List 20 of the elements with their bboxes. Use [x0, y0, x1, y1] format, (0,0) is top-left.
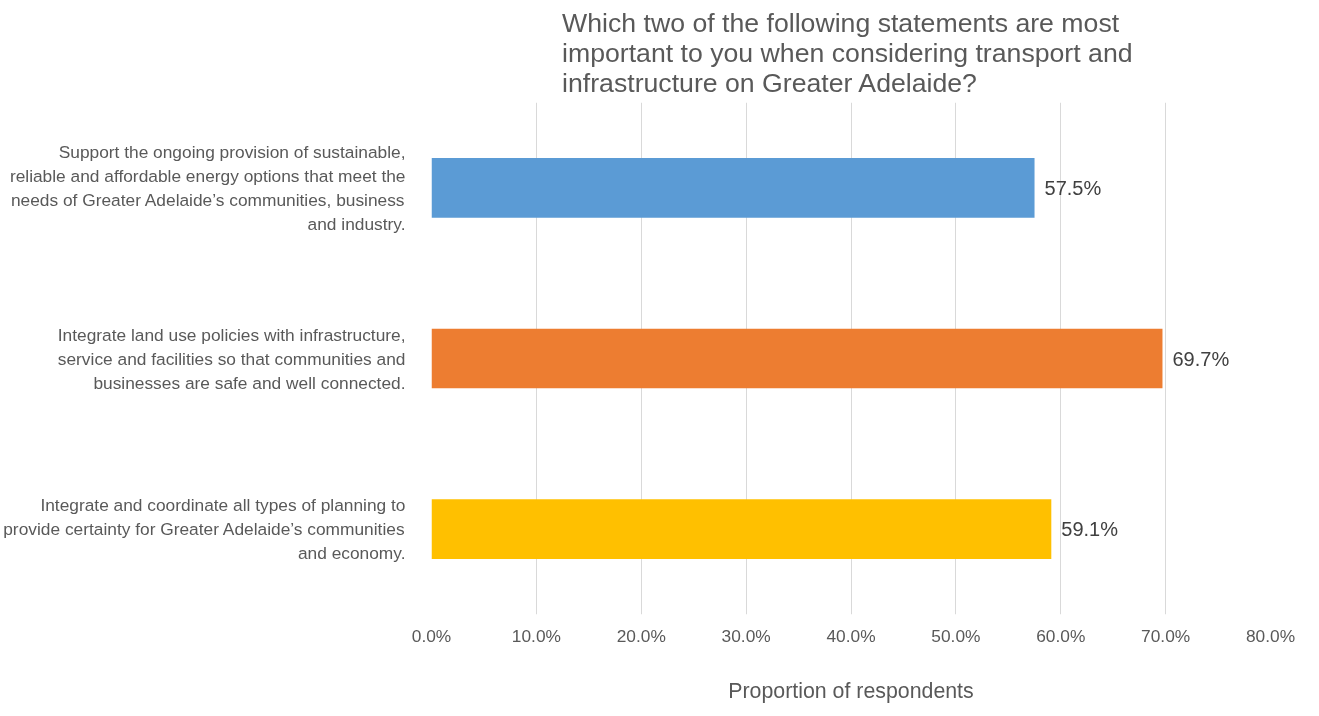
x-tick-label: 20.0%	[616, 625, 666, 646]
chart-title: Which two of the following statements are most important to you when considering transport and infrastructure on Greater Adelaide?	[562, 7, 1133, 98]
data-label: 69.7%	[1172, 347, 1230, 370]
data-label: 57.5%	[1044, 176, 1102, 199]
y-tick-label: Integrate land use policies with infrastructure, service and facilities so that communities and businesses are safe and well connected.	[57, 324, 406, 393]
x-tick-label: 40.0%	[826, 625, 876, 646]
x-tick-label: 80.0%	[1245, 625, 1296, 646]
x-tick-label: 70.0%	[1141, 625, 1191, 646]
bar	[431, 328, 1163, 389]
y-tick-label: Support the ongoing provision of sustainable, reliable and affordable energy options that meet the needs of Greater Adelaide’s communities, business and industry.	[9, 141, 406, 234]
x-tick-label: 60.0%	[1036, 625, 1086, 646]
bar	[431, 499, 1052, 560]
bar	[431, 157, 1035, 218]
y-tick-label: Integrate and coordinate all types of planning to provide certainty for Greater Adelaide’s communities and economy.	[3, 495, 406, 564]
x-tick-label: 30.0%	[721, 625, 771, 646]
x-tick-label: 0.0%	[411, 625, 452, 646]
x-tick-label: 50.0%	[931, 625, 981, 646]
x-tick-label: 10.0%	[511, 625, 561, 646]
x-axis-title: Proportion of respondents	[728, 678, 974, 703]
data-label: 59.1%	[1061, 518, 1119, 541]
